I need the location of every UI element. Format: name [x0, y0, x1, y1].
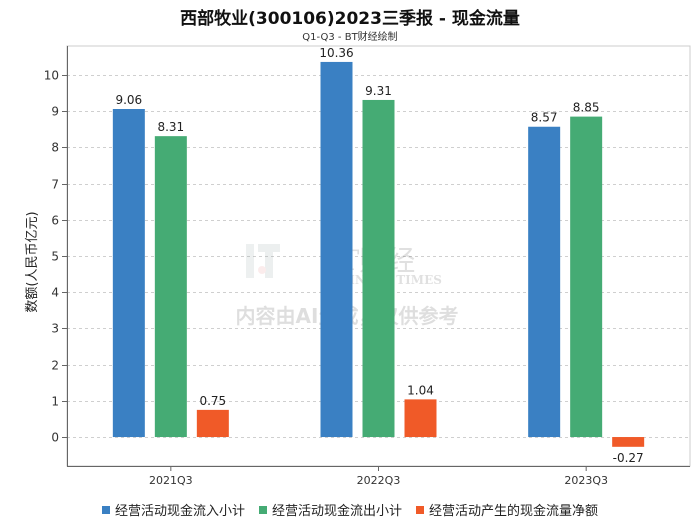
data-label: 9.31 — [365, 84, 392, 98]
data-label: 1.04 — [407, 383, 434, 397]
data-label: 0.75 — [199, 394, 226, 408]
y-tick-label: 10 — [44, 69, 59, 83]
legend-label: 经营活动现金流入小计 — [114, 504, 245, 519]
axes: 0 1 2 3 4 5 6 7 8 9 10 2021Q3 2022Q3 2023Q3 — [44, 46, 690, 487]
y-tick-label: 0 — [51, 431, 59, 445]
bar — [320, 61, 353, 438]
data-label: 8.31 — [157, 120, 184, 134]
legend-swatch — [416, 505, 424, 514]
data-label: 10.36 — [319, 46, 353, 60]
bt-logo-icon — [246, 244, 280, 278]
y-tick-label: 1 — [51, 395, 59, 409]
chart-canvas: BT财经 BUSINESS TIMES 内容由AI生成，仅供参考 9.068.3… — [25, 45, 691, 487]
legend-swatch — [101, 505, 110, 514]
bar — [154, 136, 187, 438]
x-tick-label: 2023Q3 — [564, 474, 608, 487]
y-tick-label: 7 — [51, 178, 59, 192]
x-tick-label: 2022Q3 — [357, 474, 401, 487]
chart-subtitle: Q1-Q3 - BT财经绘制 — [302, 32, 398, 43]
y-tick-label: 8 — [51, 141, 59, 155]
chart-title: 西部牧业(300106)2023三季报 - 现金流量 — [180, 9, 520, 29]
legend-item[interactable]: 经营活动现金流出小计 — [258, 500, 402, 519]
bars: 9.06 8.31 0.75 10.36 9.31 1.04 8.57 8.85 -0.27 — [112, 46, 645, 465]
y-axis-title: 数额(人民币亿元) — [25, 211, 40, 312]
y-tick-label: 4 — [51, 286, 59, 300]
bar — [112, 109, 145, 438]
data-label: -0.27 — [613, 451, 644, 465]
bar — [404, 399, 437, 438]
legend-label: 经营活动产生的现金流量净额 — [429, 504, 599, 519]
bar — [196, 409, 229, 438]
y-tick-label: 2 — [51, 359, 59, 373]
legend-label: 经营活动现金流出小计 — [271, 504, 402, 519]
x-tick-label: 2021Q3 — [149, 474, 193, 487]
y-tick-label: 5 — [51, 250, 59, 264]
bar — [570, 116, 603, 438]
data-label: 9.06 — [115, 93, 142, 107]
y-tick-label: 9 — [51, 105, 59, 119]
legend-item[interactable]: 经营活动现金流入小计 — [101, 500, 245, 519]
data-label: 8.85 — [573, 101, 600, 115]
legend: 经营活动现金流入小计 经营活动现金流出小计 经营活动产生的现金流量净额 — [0, 500, 700, 519]
bar — [362, 99, 395, 438]
bar — [528, 126, 561, 438]
legend-swatch — [258, 505, 267, 514]
y-tick-label: 6 — [51, 214, 59, 228]
data-label: 8.57 — [531, 111, 558, 125]
bar — [612, 437, 645, 447]
y-tick-label: 3 — [51, 322, 59, 336]
legend-item[interactable]: 经营活动产生的现金流量净额 — [416, 500, 598, 519]
